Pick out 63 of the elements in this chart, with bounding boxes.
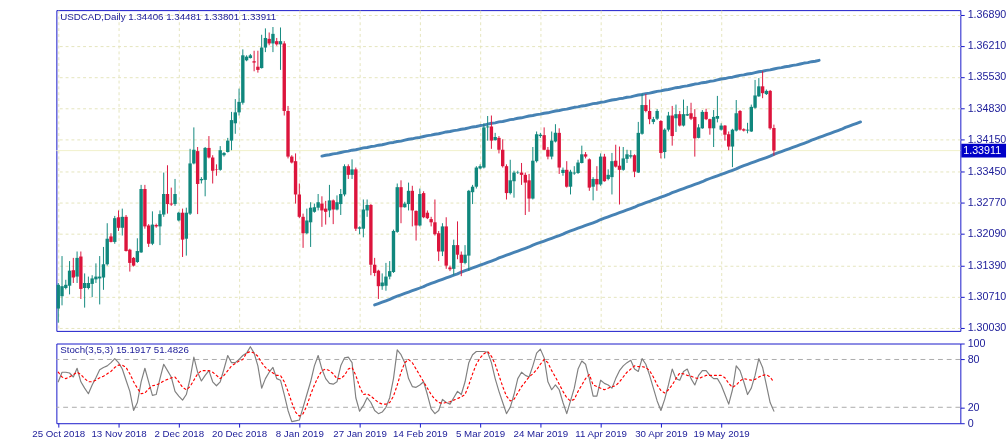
candlestick (399, 179, 403, 224)
y-tick-label: 1.34150 (967, 133, 1007, 146)
y-tick-label: 0 (967, 416, 974, 429)
candlestick (523, 172, 527, 216)
candlestick (350, 158, 354, 180)
y-tick-label: 1.35530 (967, 70, 1007, 83)
y-tick-label: 100 (967, 336, 986, 349)
candlestick (452, 239, 456, 276)
candlestick (331, 199, 335, 225)
chart-title: Stoch(3,5,3) 15.1917 51.4826 (60, 344, 189, 356)
candlestick (738, 109, 742, 132)
candlestick (527, 173, 531, 213)
candlestick (101, 246, 106, 291)
y-tick-label: 1.32770 (967, 196, 1007, 209)
candlestick (169, 187, 173, 207)
candlestick (508, 159, 512, 195)
candlestick (60, 255, 64, 306)
y-tick-label: 20 (967, 400, 980, 413)
candlestick (591, 176, 595, 201)
candlestick (71, 257, 76, 284)
y-tick-label: 1.36890 (967, 8, 1007, 21)
y-tick-label: 80 (967, 352, 980, 365)
candlestick (455, 220, 460, 260)
candlestick (674, 104, 678, 133)
candlestick (621, 146, 625, 172)
candlestick (595, 165, 599, 192)
candlestick (252, 50, 256, 72)
x-tick-label: 19 May 2019 (693, 428, 750, 440)
candlestick (113, 215, 117, 245)
candlestick (218, 145, 222, 172)
x-tick-label: 14 Feb 2019 (393, 428, 448, 440)
y-tick-label: 1.36210 (967, 39, 1007, 52)
y-tick-label: 1.34830 (967, 102, 1007, 115)
candlestick (271, 26, 275, 53)
x-tick-label: 20 Dec 2018 (211, 428, 268, 440)
x-tick-label: 8 Jan 2019 (275, 428, 324, 440)
candlestick (256, 50, 260, 74)
x-tick-label: 2 Dec 2018 (154, 428, 205, 440)
x-tick-label: 13 Nov 2018 (91, 428, 147, 440)
candlestick (173, 178, 177, 207)
candlestick (632, 153, 637, 178)
x-tick-label: 5 Mar 2019 (456, 428, 506, 440)
y-tick-label: 1.32090 (967, 227, 1007, 240)
candlestick (75, 251, 79, 284)
y-tick-label: 1.31390 (967, 259, 1007, 272)
ref-line-label: 1.33911 (963, 143, 1002, 156)
candlestick (116, 209, 121, 232)
x-tick-label: 30 Apr 2019 (635, 428, 688, 440)
x-tick-label: 27 Jan 2019 (333, 428, 387, 440)
line-series (373, 120, 862, 307)
x-tick-label: 24 Mar 2019 (513, 428, 569, 440)
candlestick (384, 262, 388, 292)
candlestick (320, 195, 324, 228)
line-series (320, 58, 821, 158)
x-tick-label: 25 Oct 2018 (32, 428, 86, 440)
candlestick (561, 167, 565, 177)
y-tick-label: 1.30710 (967, 290, 1007, 303)
candlestick (614, 144, 618, 169)
candlestick (610, 152, 614, 195)
y-tick-label: 1.33450 (967, 165, 1007, 178)
chart-title: USDCAD,Daily 1.34406 1.34481 1.33801 1.33911 (60, 10, 277, 22)
y-tick-label: 1.30030 (967, 321, 1007, 334)
x-tick-label: 11 Apr 2019 (575, 428, 627, 440)
